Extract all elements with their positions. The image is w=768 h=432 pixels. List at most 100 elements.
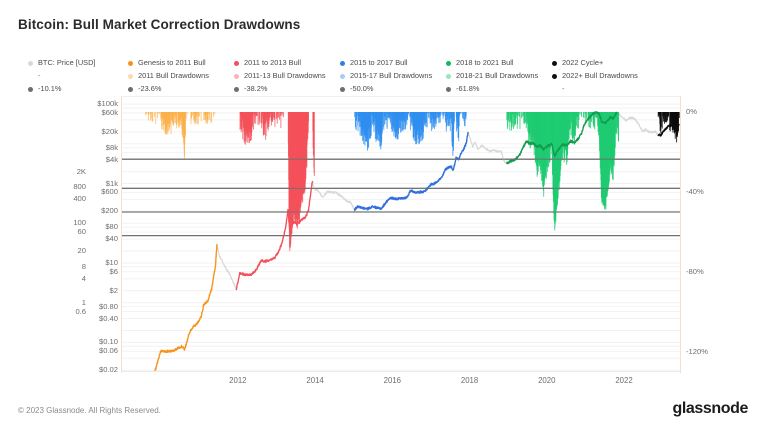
legend-item[interactable]: 2018-21 Bull Drawdowns [446,70,538,82]
legend-item-label: 2018-21 Bull Drawdowns [456,71,539,80]
legend-item[interactable]: -10.1% [28,83,96,95]
y-axis-price-tick: $8k [105,142,118,152]
y-axis-secondary-tick: 20 [77,246,86,256]
y-axis-secondary-tick: 400 [73,194,86,204]
y-axis-secondary-tick: 60 [77,227,86,237]
legend-item[interactable]: BTC: Price [USD] [28,57,96,69]
plot-background [122,96,680,372]
drawdown-series [239,112,315,252]
y-axis-price-tick: $1k [105,178,118,188]
legend-item[interactable]: 2018 to 2021 Bull [446,57,538,69]
drawdown-series [145,112,216,160]
y-axis-price-tick: $100k [97,99,118,109]
brand-logo: glassnode [672,400,748,417]
legend-color-dot [234,60,239,66]
legend-item-label: -50.0% [350,84,374,93]
y-axis-price-tick: $0.06 [98,346,118,356]
legend-item[interactable]: - [28,70,96,82]
legend-column-2018-2021: 2018 to 2021 Bull 2018-21 Bull Drawdowns… [446,57,538,96]
plot-top-border [122,96,680,97]
minor-gridlines [122,103,680,371]
y-axis-price-tick: $0.02 [98,365,118,375]
left-axis-line [121,96,122,373]
legend-item[interactable]: -23.6% [128,83,209,95]
y-axis-drawdown-tick: 0% [686,107,697,116]
y-axis-drawdown-tick: -40% [686,187,704,196]
x-axis-tick: 2020 [538,376,556,385]
legend-color-dot [446,60,451,66]
footer-copyright: © 2023 Glassnode. All Rights Reserved. [18,406,161,415]
legend-item-label: -10.1% [38,84,62,93]
legend-item-label: 2015-17 Bull Drawdowns [350,71,433,80]
legend-item-label: -61.8% [456,84,480,93]
y-axis-drawdown-tick: -120% [686,347,708,356]
right-axis-line [680,96,681,373]
y-axis-secondary-tick: 800 [73,182,86,192]
cycle-price-line [657,123,680,137]
legend-item[interactable]: -61.8% [446,83,538,95]
y-axis-right-drawdown: 0% -40% -80% -120% [686,96,746,372]
legend-item-label: -23.6% [138,84,162,93]
chart-canvas [122,103,680,372]
y-axis-secondary-tick: 100 [73,218,86,228]
y-axis-price-tick: $0.40 [98,313,118,323]
y-axis-left-secondary: 2K 800 400 100 60 20 8 4 1 0.6 [48,96,86,372]
y-axis-price-tick: $0.80 [98,301,118,311]
legend-color-dot [446,73,451,79]
legend-item[interactable]: 2022+ Bull Drawdowns [552,70,638,82]
legend-color-dot [128,60,133,66]
y-axis-price-tick: $4k [105,154,118,164]
y-axis-left-price: $100k $60k $20k $8k $4k $1k $600 $200 $80 $40 $10 $… [86,96,118,375]
chart-plot-area[interactable] [122,96,680,372]
legend-item[interactable]: 2022 Cycle+ [552,57,638,69]
legend-item[interactable]: 2011 Bull Drawdowns [128,70,209,82]
x-axis-tick: 2012 [229,376,247,385]
y-axis-price-tick: $40 [105,234,118,244]
page-title: Bitcoin: Bull Market Correction Drawdown… [18,17,301,32]
x-axis-tick: 2014 [306,376,324,385]
legend-item-label: 2011-13 Bull Drawdowns [244,71,326,80]
legend-item[interactable]: 2015-17 Bull Drawdowns [340,70,432,82]
legend-item-label: Genesis to 2011 Bull [138,58,206,67]
legend-item[interactable]: Genesis to 2011 Bull [128,57,209,69]
fibonacci-reference-lines-overlay [122,158,680,237]
legend-color-dot [234,86,239,92]
legend-item[interactable]: -38.2% [234,83,326,95]
drawdown-series [354,112,467,156]
legend-item[interactable]: -50.0% [340,83,432,95]
y-axis-secondary-tick: 2K [76,166,86,176]
y-axis-secondary-tick: 1 [81,297,86,307]
legend-color-dot [340,73,345,79]
legend-item-label: -38.2% [244,84,268,93]
cycle-price-line [353,131,469,212]
y-axis-price-tick: $80 [105,222,118,232]
plot-bottom-border [122,371,680,372]
legend-color-dot [552,73,557,79]
legend-item[interactable]: - [552,83,638,95]
y-axis-price-tick: $10 [105,257,118,267]
y-axis-price-tick: $20k [101,126,118,136]
legend-column-genesis-2011: Genesis to 2011 Bull 2011 Bull Drawdowns… [128,57,209,96]
y-axis-price-tick: $60k [101,107,118,117]
legend-item[interactable]: 2011-13 Bull Drawdowns [234,70,326,82]
legend-color-dot [28,74,33,79]
y-axis-secondary-tick: 0.6 [75,306,86,316]
x-axis: 2012 2014 2016 2018 2020 2022 [122,376,680,390]
legend-item-label: BTC: Price [USD] [38,58,96,67]
legend-item-label: 2022 Cycle+ [562,58,604,67]
legend-color-dot [234,73,239,79]
legend-color-dot [28,60,33,66]
x-axis-tick: 2018 [460,376,479,385]
cycle-price-line [154,244,218,372]
legend-item-label: - [38,71,41,80]
legend-item[interactable]: 2011 to 2013 Bull [234,57,326,69]
legend-column-2015-2017: 2015 to 2017 Bull 2015-17 Bull Drawdowns… [340,57,432,96]
legend-color-dot [128,73,133,79]
legend-item-label: 2011 Bull Drawdowns [138,71,209,80]
legend-color-dot [28,86,33,92]
legend-item[interactable]: 2015 to 2017 Bull [340,57,432,69]
legend-color-dot [340,60,345,66]
legend-color-dot [446,86,451,92]
legend-color-dot [552,60,557,66]
